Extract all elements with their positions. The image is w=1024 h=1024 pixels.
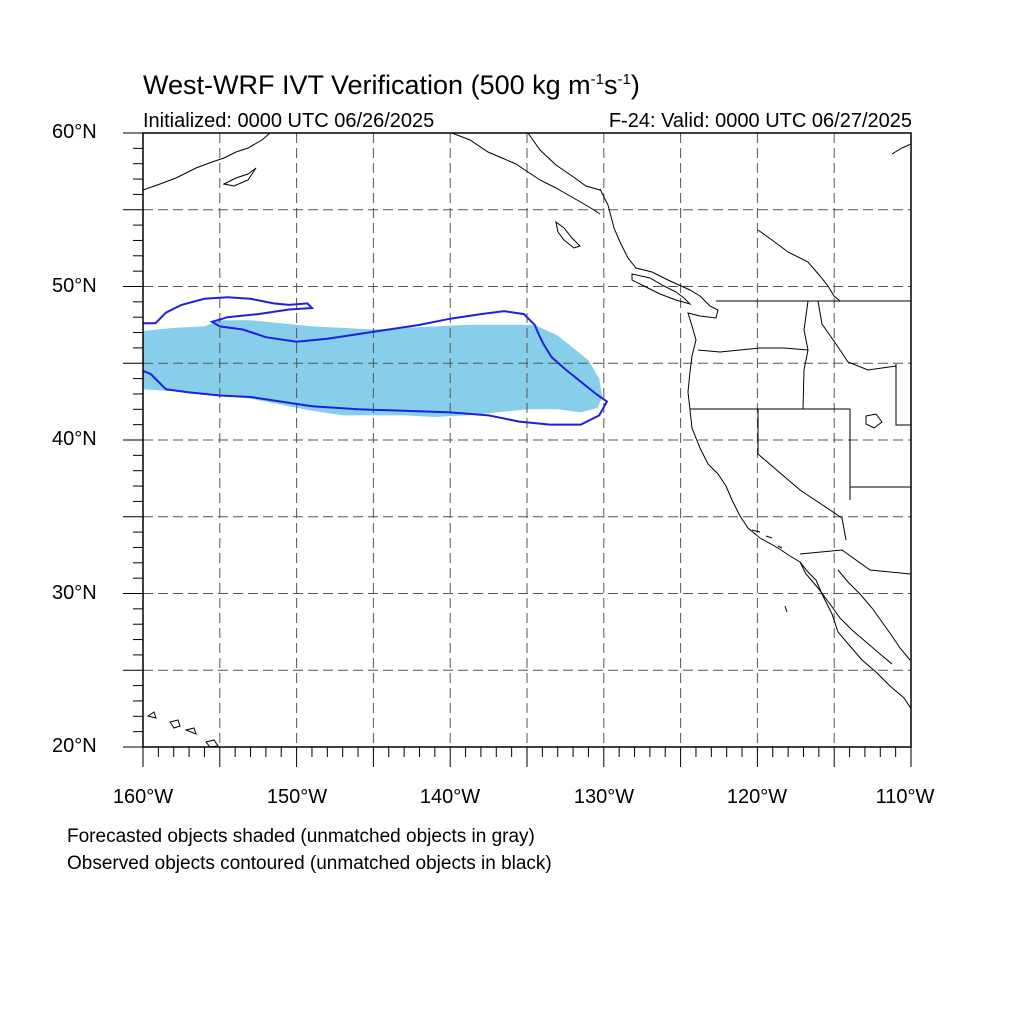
wyoming-border [895,364,911,426]
lat-label-50n: 50°N [52,275,97,297]
vancouver-island [631,273,692,306]
lat-label-20n: 20°N [52,735,97,757]
guadalupe-island [784,605,788,613]
bc-coast-mainland [527,133,601,191]
lon-label-160w: 160°W [112,786,174,808]
kodiak-island [222,167,257,187]
lon-label-150w: 150°W [266,786,328,808]
forecast-note: Forecasted objects shaded (unmatched obj… [67,826,535,847]
idaho-montana-border [817,300,897,371]
alaska-coastline [451,133,601,215]
baja-gulf-coast [837,569,911,661]
washington-oregon-border [697,347,809,353]
canada-inland-coast [757,229,841,302]
us-mexico-border [799,549,911,575]
alaska-peninsula [143,133,271,191]
valid-time-label: F-24: Valid: 0000 UTC 06/27/2025 [608,110,912,132]
observed-ivt-contour [143,296,609,426]
california-nevada-border [757,409,847,541]
haida-gwaii [555,220,581,249]
channel-islands [751,529,783,549]
title-exp-2: -1 [617,71,631,88]
west-coast-coastline [599,188,911,710]
oregon-idaho-border [802,300,809,410]
title-exp-1: -1 [590,71,604,88]
lat-label-60n: 60°N [52,121,97,143]
lon-label-120w: 120°W [726,786,788,808]
great-salt-lake [865,413,883,429]
baja-west-coast [799,561,893,665]
title-text: West-WRF IVT Verification (500 kg m [143,70,591,100]
coastlines-and-borders [143,133,911,747]
forecast-ivt-object [143,320,603,417]
title-s: s [603,70,618,100]
lon-label-130w: 130°W [573,786,635,808]
observed-note: Observed objects contoured (unmatched ob… [67,853,552,874]
lon-label-140w: 140°W [419,786,481,808]
chart-title: West-WRF IVT Verification (500 kg m-1s-1… [143,70,640,101]
hawaii-islands [146,711,219,747]
northeast-coast-fragment [891,143,911,155]
lon-label-110w: 110°W [875,786,935,808]
title-end: ) [630,70,640,100]
lat-label-40n: 40°N [52,428,97,450]
initialized-label: Initialized: 0000 UTC 06/26/2025 [143,110,435,132]
lat-lon-gridlines [143,133,911,747]
axis-tick-marks [123,132,912,767]
lat-label-30n: 30°N [52,582,97,604]
